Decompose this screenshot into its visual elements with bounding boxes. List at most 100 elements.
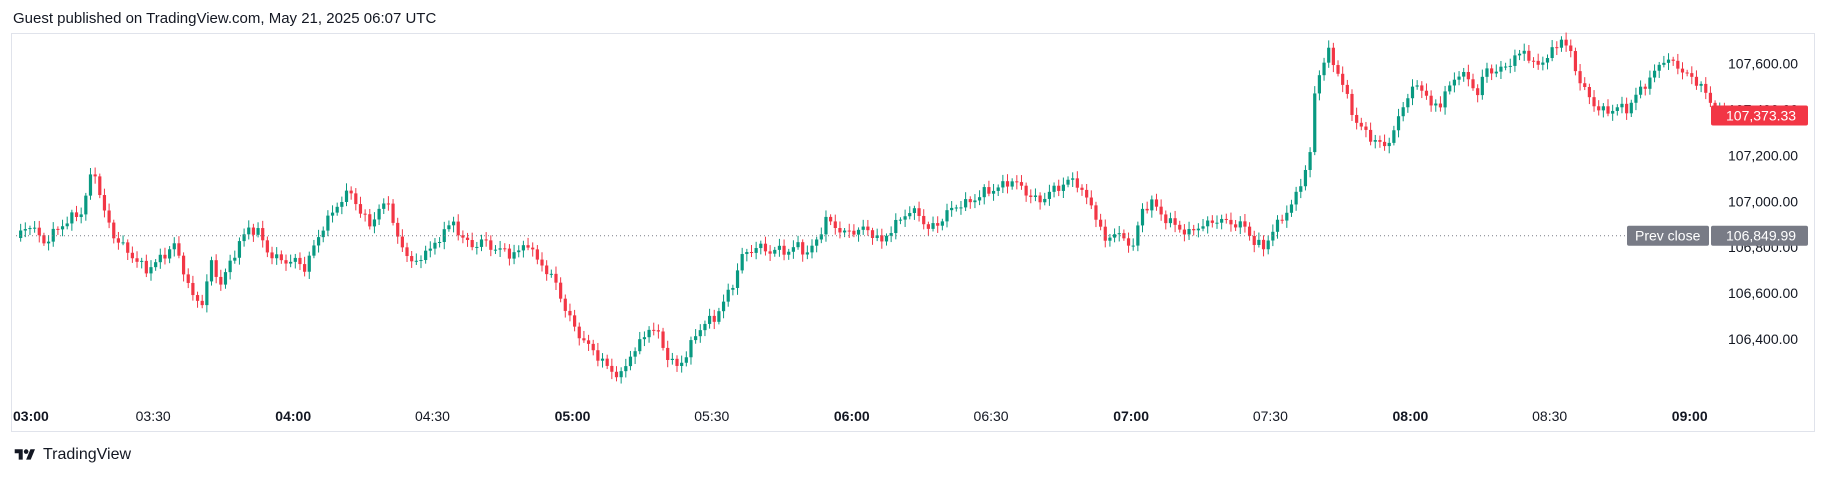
candle[interactable]: [1210, 215, 1214, 228]
candle[interactable]: [1089, 190, 1093, 210]
candle[interactable]: [1392, 125, 1396, 146]
candle[interactable]: [163, 247, 167, 265]
candle[interactable]: [1531, 57, 1536, 68]
candle[interactable]: [1671, 56, 1675, 66]
candle[interactable]: [205, 274, 209, 313]
candle[interactable]: [424, 245, 428, 264]
candle[interactable]: [335, 202, 339, 216]
candle[interactable]: [661, 327, 665, 351]
candle[interactable]: [1666, 53, 1671, 70]
candle[interactable]: [619, 367, 623, 384]
candle[interactable]: [358, 196, 363, 218]
candle[interactable]: [228, 254, 232, 280]
candle[interactable]: [1578, 64, 1582, 91]
candle[interactable]: [1215, 215, 1219, 229]
candle[interactable]: [1587, 83, 1591, 105]
candle[interactable]: [1499, 60, 1503, 80]
candle[interactable]: [745, 248, 749, 262]
candle[interactable]: [284, 254, 288, 271]
candle[interactable]: [1201, 218, 1205, 232]
candle[interactable]: [1164, 210, 1168, 230]
candle[interactable]: [1550, 40, 1554, 62]
candle[interactable]: [507, 244, 512, 266]
candle[interactable]: [465, 232, 470, 247]
candle[interactable]: [1378, 135, 1382, 148]
candle[interactable]: [805, 245, 809, 260]
candle[interactable]: [88, 167, 93, 200]
candle[interactable]: [1410, 79, 1415, 106]
candle[interactable]: [656, 324, 660, 339]
candle[interactable]: [1583, 77, 1587, 91]
candle[interactable]: [1517, 49, 1522, 61]
candle[interactable]: [1699, 81, 1703, 93]
candle[interactable]: [372, 212, 377, 234]
candle[interactable]: [293, 253, 297, 269]
candle[interactable]: [1625, 97, 1629, 120]
candle[interactable]: [1527, 44, 1531, 64]
candle[interactable]: [19, 223, 23, 242]
candle[interactable]: [605, 354, 609, 370]
candle[interactable]: [186, 268, 190, 289]
candle[interactable]: [130, 246, 134, 263]
candle[interactable]: [1247, 222, 1252, 241]
candle[interactable]: [386, 196, 390, 211]
candle[interactable]: [321, 226, 325, 243]
candle[interactable]: [1564, 32, 1568, 52]
candle[interactable]: [1513, 49, 1517, 72]
candle[interactable]: [84, 192, 88, 221]
candle[interactable]: [461, 230, 465, 244]
candle[interactable]: [1173, 210, 1177, 233]
candle[interactable]: [680, 355, 684, 373]
candle[interactable]: [42, 232, 46, 246]
candle[interactable]: [1401, 102, 1405, 122]
candle[interactable]: [1010, 178, 1014, 190]
candle[interactable]: [796, 235, 800, 250]
candle[interactable]: [950, 201, 954, 217]
candle[interactable]: [1294, 186, 1298, 211]
candle[interactable]: [721, 294, 726, 319]
candle[interactable]: [1336, 60, 1340, 77]
candle[interactable]: [1638, 80, 1643, 99]
candle[interactable]: [414, 253, 418, 265]
candle[interactable]: [400, 229, 404, 252]
candle[interactable]: [689, 336, 693, 365]
candle[interactable]: [1704, 77, 1708, 100]
candle[interactable]: [768, 245, 772, 261]
candle[interactable]: [940, 218, 944, 231]
candle[interactable]: [1382, 134, 1387, 151]
candle[interactable]: [517, 245, 521, 258]
candle[interactable]: [1033, 188, 1038, 202]
candle[interactable]: [782, 239, 786, 261]
candle[interactable]: [1140, 203, 1145, 233]
candle[interactable]: [1690, 66, 1694, 85]
candle[interactable]: [172, 237, 176, 257]
candle[interactable]: [1317, 70, 1321, 101]
candle[interactable]: [223, 268, 228, 289]
candle[interactable]: [1643, 83, 1647, 96]
candle[interactable]: [1429, 90, 1433, 112]
candle[interactable]: [1685, 69, 1689, 77]
candle[interactable]: [149, 260, 153, 281]
candle[interactable]: [1662, 55, 1666, 68]
candle[interactable]: [931, 216, 935, 232]
candle[interactable]: [1438, 96, 1443, 112]
candle[interactable]: [447, 220, 451, 232]
candle[interactable]: [1275, 215, 1280, 239]
candle[interactable]: [144, 254, 148, 278]
candle[interactable]: [624, 358, 628, 378]
candle[interactable]: [964, 192, 968, 212]
candle[interactable]: [1308, 147, 1312, 178]
candle[interactable]: [1085, 183, 1089, 205]
candle[interactable]: [1541, 56, 1545, 71]
candle[interactable]: [1061, 177, 1065, 199]
candle[interactable]: [996, 184, 1000, 197]
candle[interactable]: [1327, 40, 1331, 68]
candle[interactable]: [535, 245, 539, 265]
candle[interactable]: [991, 183, 996, 201]
candle[interactable]: [28, 225, 32, 236]
candle[interactable]: [1606, 99, 1610, 117]
candle[interactable]: [23, 222, 27, 238]
candle[interactable]: [1136, 221, 1140, 252]
candle[interactable]: [1545, 54, 1550, 70]
candle[interactable]: [65, 216, 69, 230]
